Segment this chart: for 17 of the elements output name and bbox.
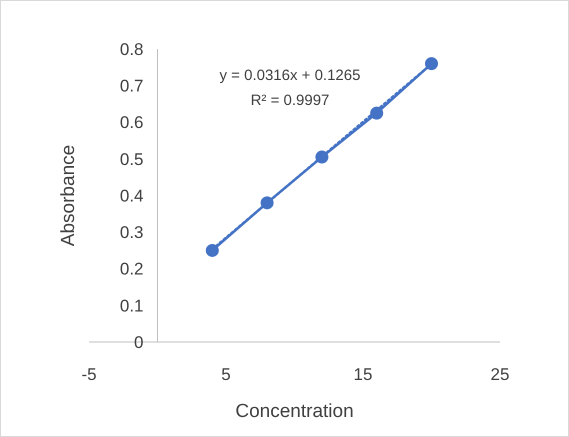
x-tick-label: 15 bbox=[354, 365, 372, 384]
x-tick-label: 5 bbox=[221, 365, 231, 384]
y-tick-label: 0.2 bbox=[120, 260, 144, 279]
x-tick-label: 25 bbox=[490, 365, 510, 384]
x-tick-label: -5 bbox=[81, 365, 97, 384]
y-tick-label: 0.4 bbox=[120, 186, 144, 206]
y-tick-label: 0 bbox=[134, 332, 144, 352]
annotation: y = 0.0316x + 0.1265 bbox=[220, 67, 360, 84]
y-tick-label: 0.8 bbox=[120, 40, 144, 59]
y-tick-label: 0.6 bbox=[120, 113, 144, 132]
y-axis-title: Absorbance bbox=[58, 144, 79, 246]
y-tick-label: 0.7 bbox=[120, 76, 144, 96]
y-tick-label: 0.3 bbox=[120, 223, 144, 242]
x-axis-title: Concentration bbox=[235, 401, 354, 422]
annotation: R² = 0.9997 bbox=[250, 92, 330, 109]
y-tick-label: 0.1 bbox=[120, 296, 144, 316]
y-tick-label: 0.5 bbox=[120, 150, 144, 169]
